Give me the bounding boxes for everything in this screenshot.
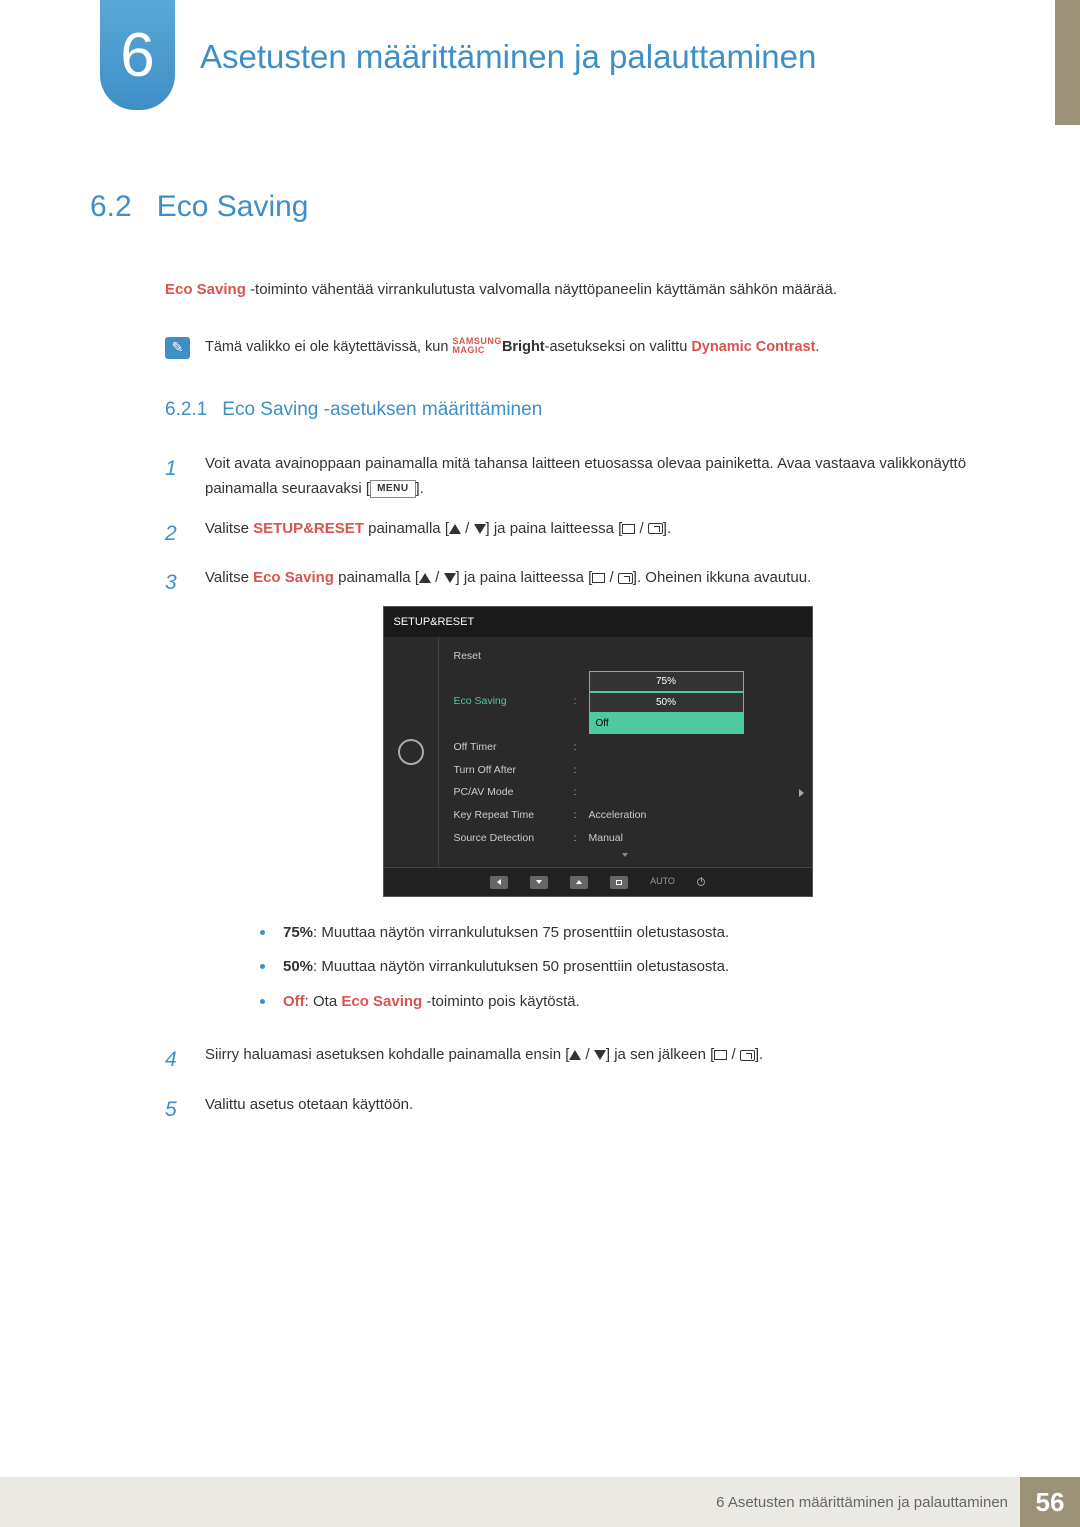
bullet-dot-icon xyxy=(260,999,265,1004)
osd-row-offtimer: Off Timer: xyxy=(439,736,812,759)
menu-button-label: MENU xyxy=(370,480,415,498)
step-2: 2 Valitse SETUP&RESET painamalla [ / ] j… xyxy=(165,516,990,552)
subsection-title: Eco Saving -asetuksen määrittäminen xyxy=(222,399,542,420)
section-heading: 6.2 Eco Saving xyxy=(90,190,990,224)
step-1: 1 Voit avata avainoppaan painamalla mitä… xyxy=(165,451,990,502)
content-area: 6.2 Eco Saving Eco Saving -toiminto vähen… xyxy=(90,190,990,1142)
power-icon xyxy=(697,878,705,886)
osd-footer: AUTO xyxy=(384,867,812,895)
step-5: 5 Valittu asetus otetaan käyttöön. xyxy=(165,1092,990,1128)
triangle-down-icon xyxy=(474,524,486,534)
gear-icon xyxy=(398,739,424,765)
osd-menu: Reset Eco Saving : 75% 50% Off Off T xyxy=(439,637,812,867)
page-number: 56 xyxy=(1020,1477,1080,1527)
osd-select-icon xyxy=(610,876,628,889)
side-stripe xyxy=(1055,0,1080,125)
osd-screenshot: SETUP&RESET Reset Eco Saving : 75% xyxy=(383,606,813,897)
samsung-magic-label: SAMSUNGMAGIC xyxy=(452,337,502,357)
footer-text: 6 Asetusten määrittäminen ja palauttamin… xyxy=(716,1494,1008,1511)
section-title: Eco Saving xyxy=(157,190,309,223)
section-number: 6.2 xyxy=(90,190,132,223)
rect-icon xyxy=(592,573,605,583)
steps-list: 1 Voit avata avainoppaan painamalla mitä… xyxy=(165,451,990,1128)
osd-up-icon xyxy=(570,876,588,889)
chapter-badge: 6 xyxy=(100,0,175,110)
step-4: 4 Siirry haluamasi asetuksen kohdalle pa… xyxy=(165,1042,990,1078)
osd-sidebar xyxy=(384,637,439,867)
bullet-75: 75%: Muuttaa näytön virrankulutuksen 75 … xyxy=(260,922,990,945)
bullet-dot-icon xyxy=(260,930,265,935)
arrow-right-icon xyxy=(799,789,804,797)
triangle-up-icon xyxy=(449,524,461,534)
bullet-off: Off: Ota Eco Saving -toiminto pois käytö… xyxy=(260,991,990,1014)
rect-icon xyxy=(714,1050,727,1060)
osd-row-eco: Eco Saving : 75% 50% Off xyxy=(439,668,812,736)
bullet-50: 50%: Muuttaa näytön virrankulutuksen 50 … xyxy=(260,956,990,979)
intro-paragraph: Eco Saving -toiminto vähentää virrankulu… xyxy=(165,279,990,302)
osd-row-pcav: PC/AV Mode: xyxy=(439,782,812,805)
osd-back-icon xyxy=(490,876,508,889)
osd-title: SETUP&RESET xyxy=(384,607,812,638)
osd-auto-label: AUTO xyxy=(650,874,675,889)
subsection-number: 6.2.1 xyxy=(165,399,207,420)
osd-row-turnoff: Turn Off After: xyxy=(439,759,812,782)
enter-icon xyxy=(740,1050,755,1061)
page-footer: 6 Asetusten määrittäminen ja palauttamin… xyxy=(0,1477,1080,1527)
bullet-list: 75%: Muuttaa näytön virrankulutuksen 75 … xyxy=(260,922,990,1014)
triangle-up-icon xyxy=(419,573,431,583)
chevron-down-icon xyxy=(622,853,628,857)
chapter-number: 6 xyxy=(120,20,154,91)
note-text: Tämä valikko ei ole käytettävissä, kun S… xyxy=(205,337,819,359)
triangle-down-icon xyxy=(444,573,456,583)
bullet-dot-icon xyxy=(260,964,265,969)
rect-icon xyxy=(622,524,635,534)
intro-text: -toiminto vähentää virrankulutusta valvo… xyxy=(246,281,837,298)
enter-icon xyxy=(618,573,633,584)
osd-down-icon xyxy=(530,876,548,889)
triangle-down-icon xyxy=(594,1050,606,1060)
osd-row-src: Source Detection:Manual xyxy=(439,828,812,851)
osd-row-keyrepeat: Key Repeat Time:Acceleration xyxy=(439,805,812,828)
note-icon: ✎ xyxy=(165,337,190,359)
chapter-title: Asetusten määrittäminen ja palauttaminen xyxy=(200,38,816,76)
note-row: ✎ Tämä valikko ei ole käytettävissä, kun… xyxy=(165,337,990,359)
step-3: 3 Valitse Eco Saving painamalla [ / ] ja… xyxy=(165,565,990,1028)
triangle-up-icon xyxy=(569,1050,581,1060)
intro-highlight: Eco Saving xyxy=(165,281,246,298)
osd-dropdown: 75% 50% Off xyxy=(589,671,744,734)
subsection-heading: 6.2.1 Eco Saving -asetuksen määrittäminen xyxy=(165,399,990,421)
osd-row-reset: Reset xyxy=(439,645,812,668)
enter-icon xyxy=(648,523,663,534)
